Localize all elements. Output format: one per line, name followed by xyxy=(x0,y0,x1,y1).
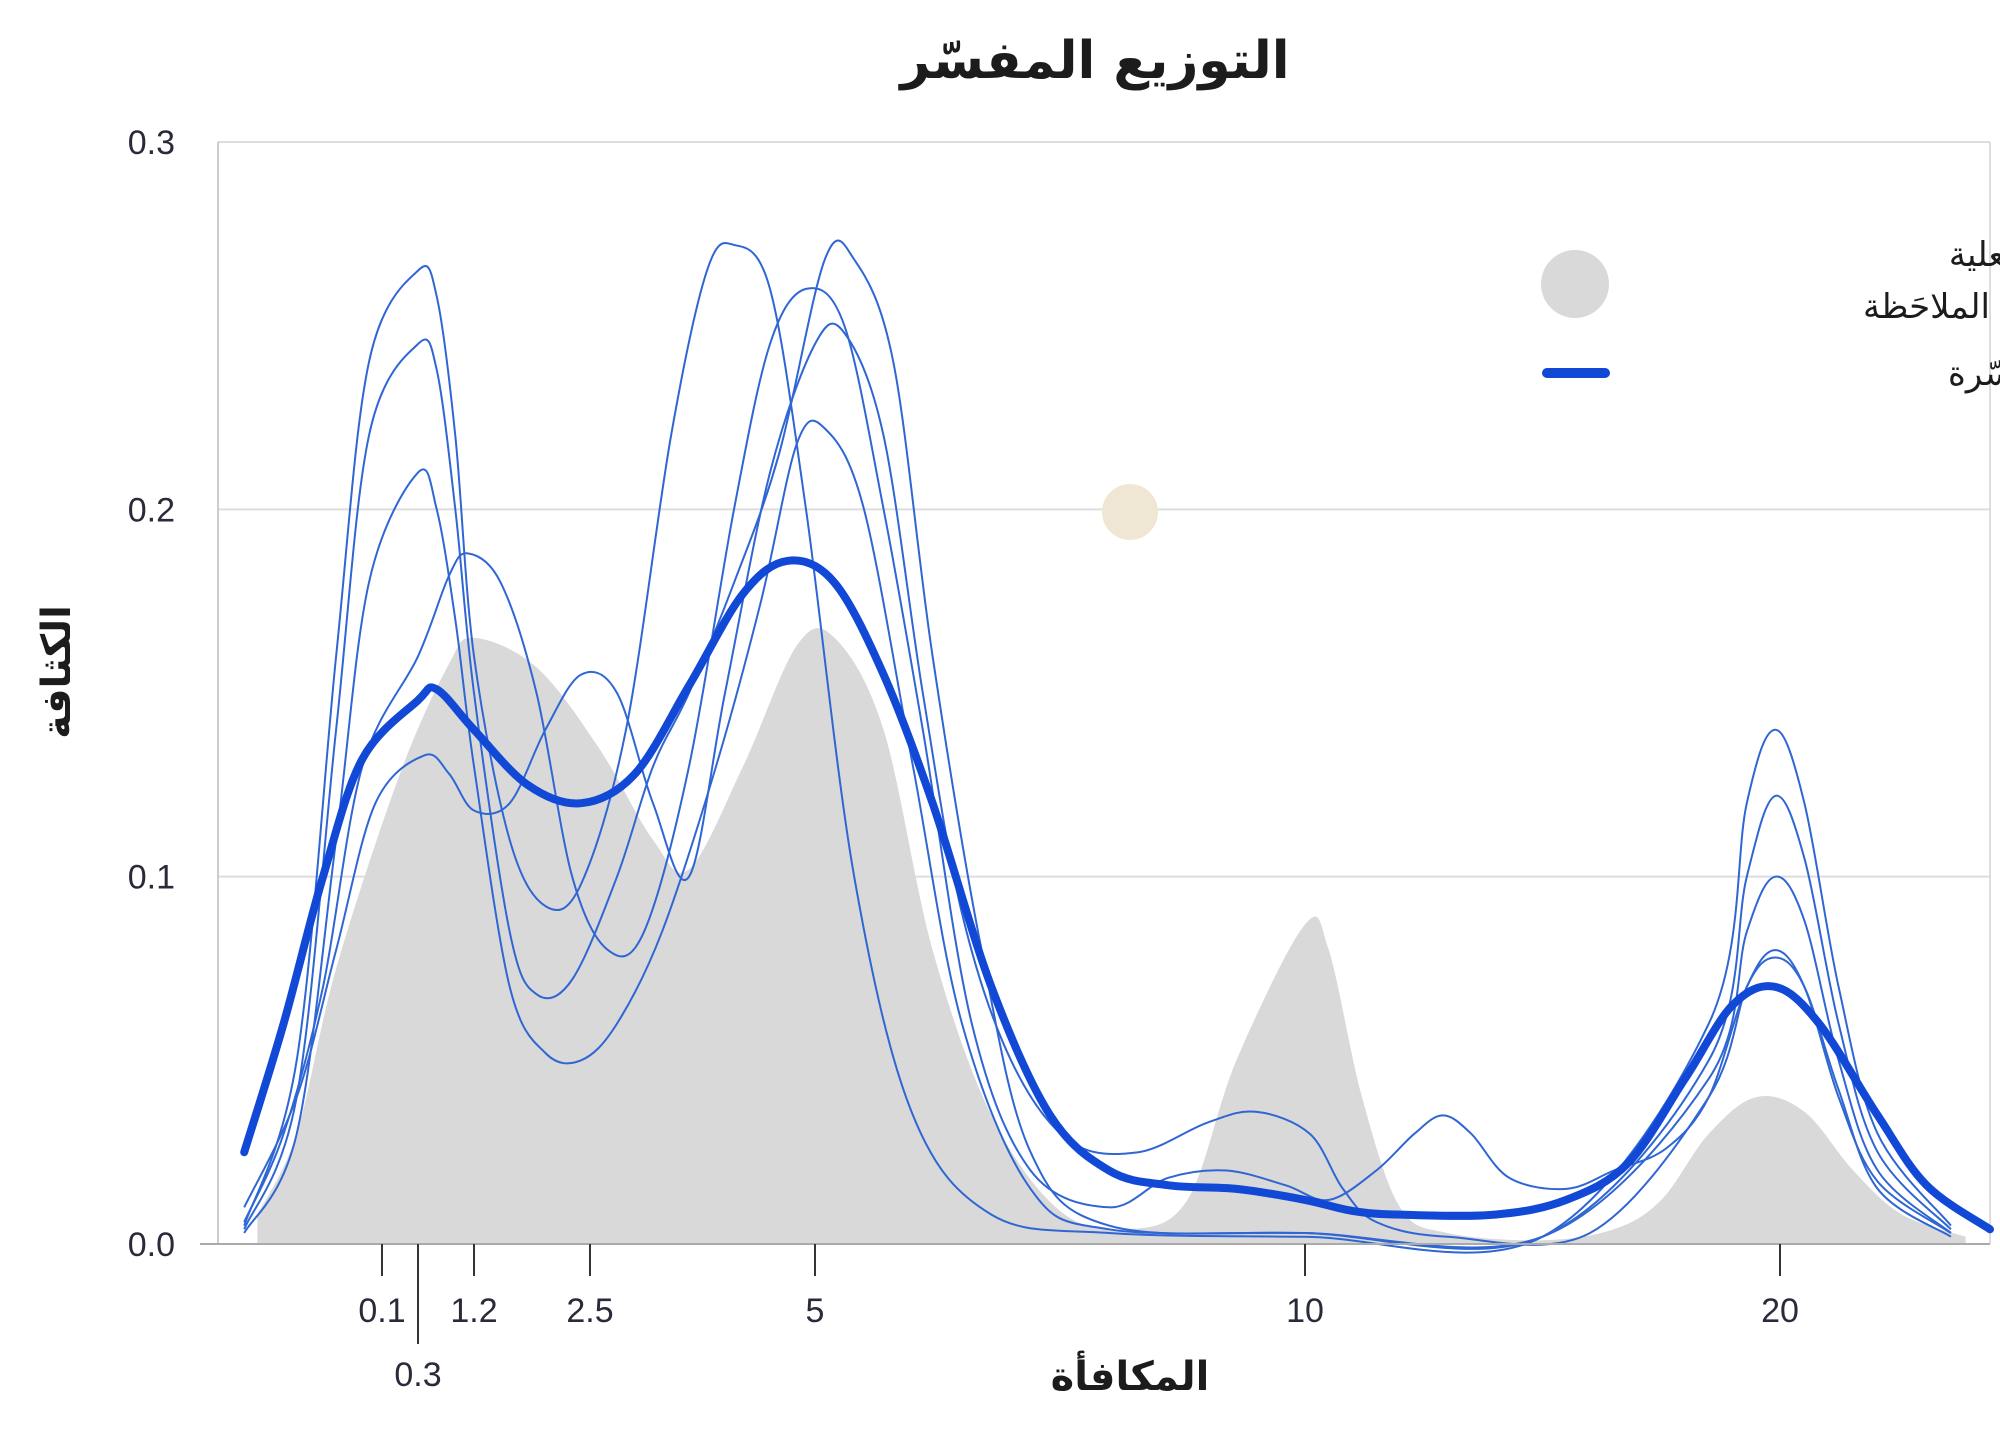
fitted-line xyxy=(240,556,1994,1234)
sample-line xyxy=(243,242,1952,1254)
y-tick-label: 0.3 xyxy=(128,124,175,162)
observed-area xyxy=(257,628,1966,1244)
sample-line xyxy=(243,239,1952,1250)
x-axis-title: المكافأة xyxy=(1051,1350,1210,1400)
y-tick-labels: 0.0 0.1 0.2 0.3 xyxy=(128,124,175,1264)
x-tick-label: 0.1 xyxy=(358,1292,405,1330)
x-tick-label: 5 xyxy=(806,1292,825,1330)
x-tick-label: 0.3 xyxy=(394,1356,441,1394)
plot-area xyxy=(240,239,1994,1254)
legend-observed-label: المعلومات الفعلية الملاحَظة xyxy=(1863,235,2000,327)
x-axis: 0.1 0.31.2 2.5 5 10 20 xyxy=(200,1243,1990,1394)
x-tick-label: 1.2 xyxy=(450,1292,497,1330)
y-tick-label: 0.2 xyxy=(128,491,175,529)
sample-line xyxy=(243,322,1952,1246)
decorative-dot xyxy=(1102,484,1158,540)
grid-lines xyxy=(217,141,1991,1244)
y-axis-title: الكثافة xyxy=(34,605,80,739)
legend-observed-swatch xyxy=(1541,250,1609,318)
x-tick-label: 2.5 xyxy=(566,1292,613,1330)
y-tick-label: 0.1 xyxy=(128,859,175,897)
legend-fitted-label: المعلومات المفسّرة xyxy=(1948,354,2000,394)
legend: المعلومات الفعلية الملاحَظة المعلومات ال… xyxy=(1541,235,2000,394)
y-tick-label: 0.0 xyxy=(128,1226,175,1264)
chart-title: التوزيع المفسّر xyxy=(897,31,1289,91)
x-tick-label: 10 xyxy=(1286,1292,1324,1330)
sample-line xyxy=(243,287,1952,1238)
x-tick-label: 20 xyxy=(1761,1292,1799,1330)
sample-line xyxy=(243,419,1952,1249)
